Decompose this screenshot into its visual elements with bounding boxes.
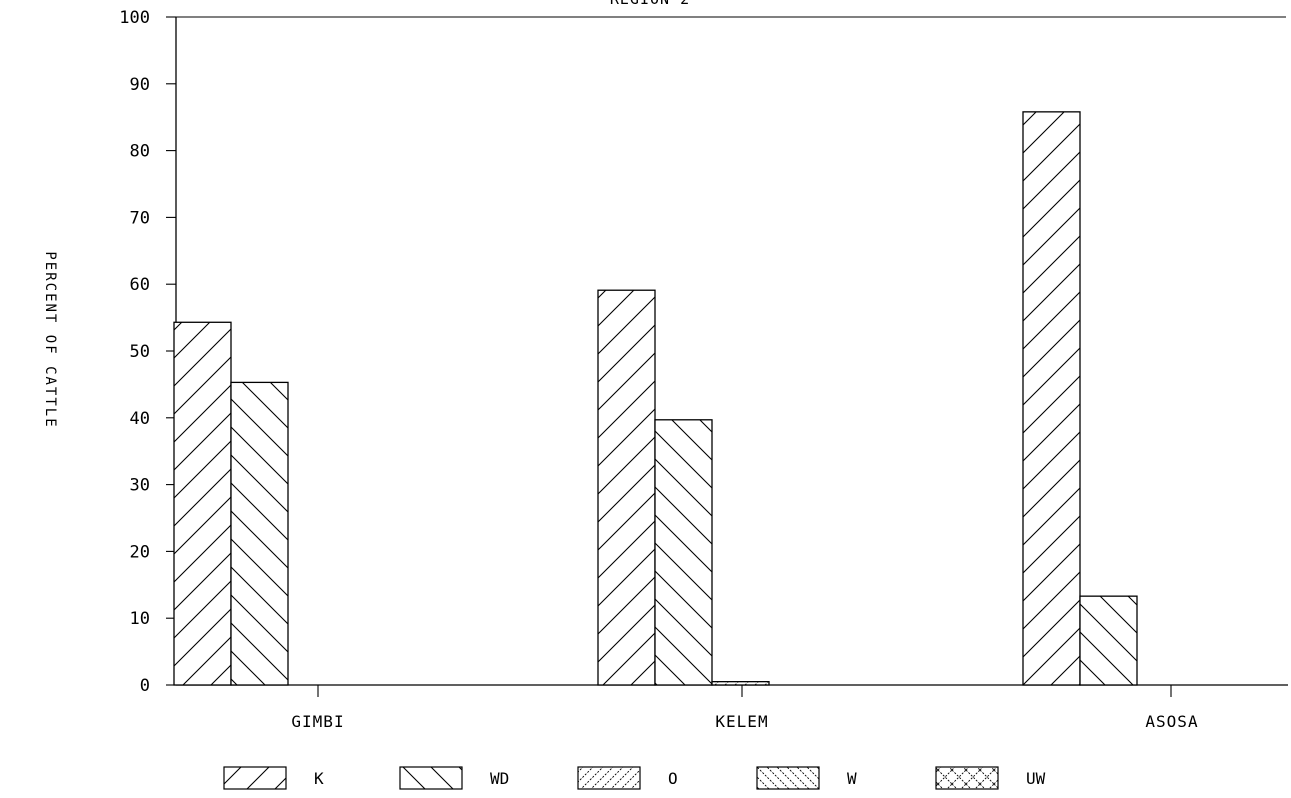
y-tick-label: 0 — [140, 676, 150, 696]
legend-label-uw: UW — [1026, 769, 1046, 788]
x-tick-label: GIMBI — [291, 712, 344, 731]
bar-wd-gimbi — [230, 381, 289, 686]
y-tick-label: 60 — [130, 275, 150, 295]
bar-o-kelem — [711, 681, 770, 686]
legend-label-k: K — [314, 769, 324, 788]
y-tick-label: 30 — [130, 476, 150, 496]
bar-k-asosa — [1022, 111, 1081, 686]
chart-title: REGION 2 — [610, 0, 690, 8]
legend: K WD O W UW — [223, 766, 1046, 790]
bar-k-kelem — [597, 289, 656, 686]
y-tick-label: 20 — [130, 542, 150, 562]
x-tick-label: ASOSA — [1145, 712, 1198, 731]
legend-swatch-o — [577, 766, 641, 790]
legend-swatch-uw — [935, 766, 999, 790]
legend-label-w: W — [847, 769, 857, 788]
x-tick-label: KELEM — [715, 712, 768, 731]
bar-wd-asosa — [1079, 595, 1138, 686]
y-axis: 0 10 20 30 40 50 60 70 80 90 100 — [119, 8, 176, 696]
y-tick-label: 90 — [130, 75, 150, 95]
bar-k-gimbi — [173, 321, 232, 686]
legend-label-wd: WD — [490, 769, 509, 788]
legend-swatch-wd — [399, 766, 463, 790]
y-tick-label: 70 — [130, 208, 150, 228]
bar-wd-kelem — [654, 419, 713, 686]
y-tick-label: 50 — [130, 342, 150, 362]
bars — [173, 111, 1138, 686]
y-tick-label: 100 — [119, 8, 150, 28]
legend-swatch-k — [223, 766, 287, 790]
y-tick-label: 10 — [130, 609, 150, 629]
plot-frame — [175, 16, 1286, 685]
legend-swatch-w — [756, 766, 820, 790]
x-axis: GIMBI KELEM ASOSA — [176, 684, 1288, 731]
y-tick-label: 80 — [130, 142, 150, 162]
y-axis-label: PERCENT OF CATTLE — [42, 251, 58, 428]
y-tick-label: 40 — [130, 409, 150, 429]
legend-label-o: O — [668, 769, 678, 788]
